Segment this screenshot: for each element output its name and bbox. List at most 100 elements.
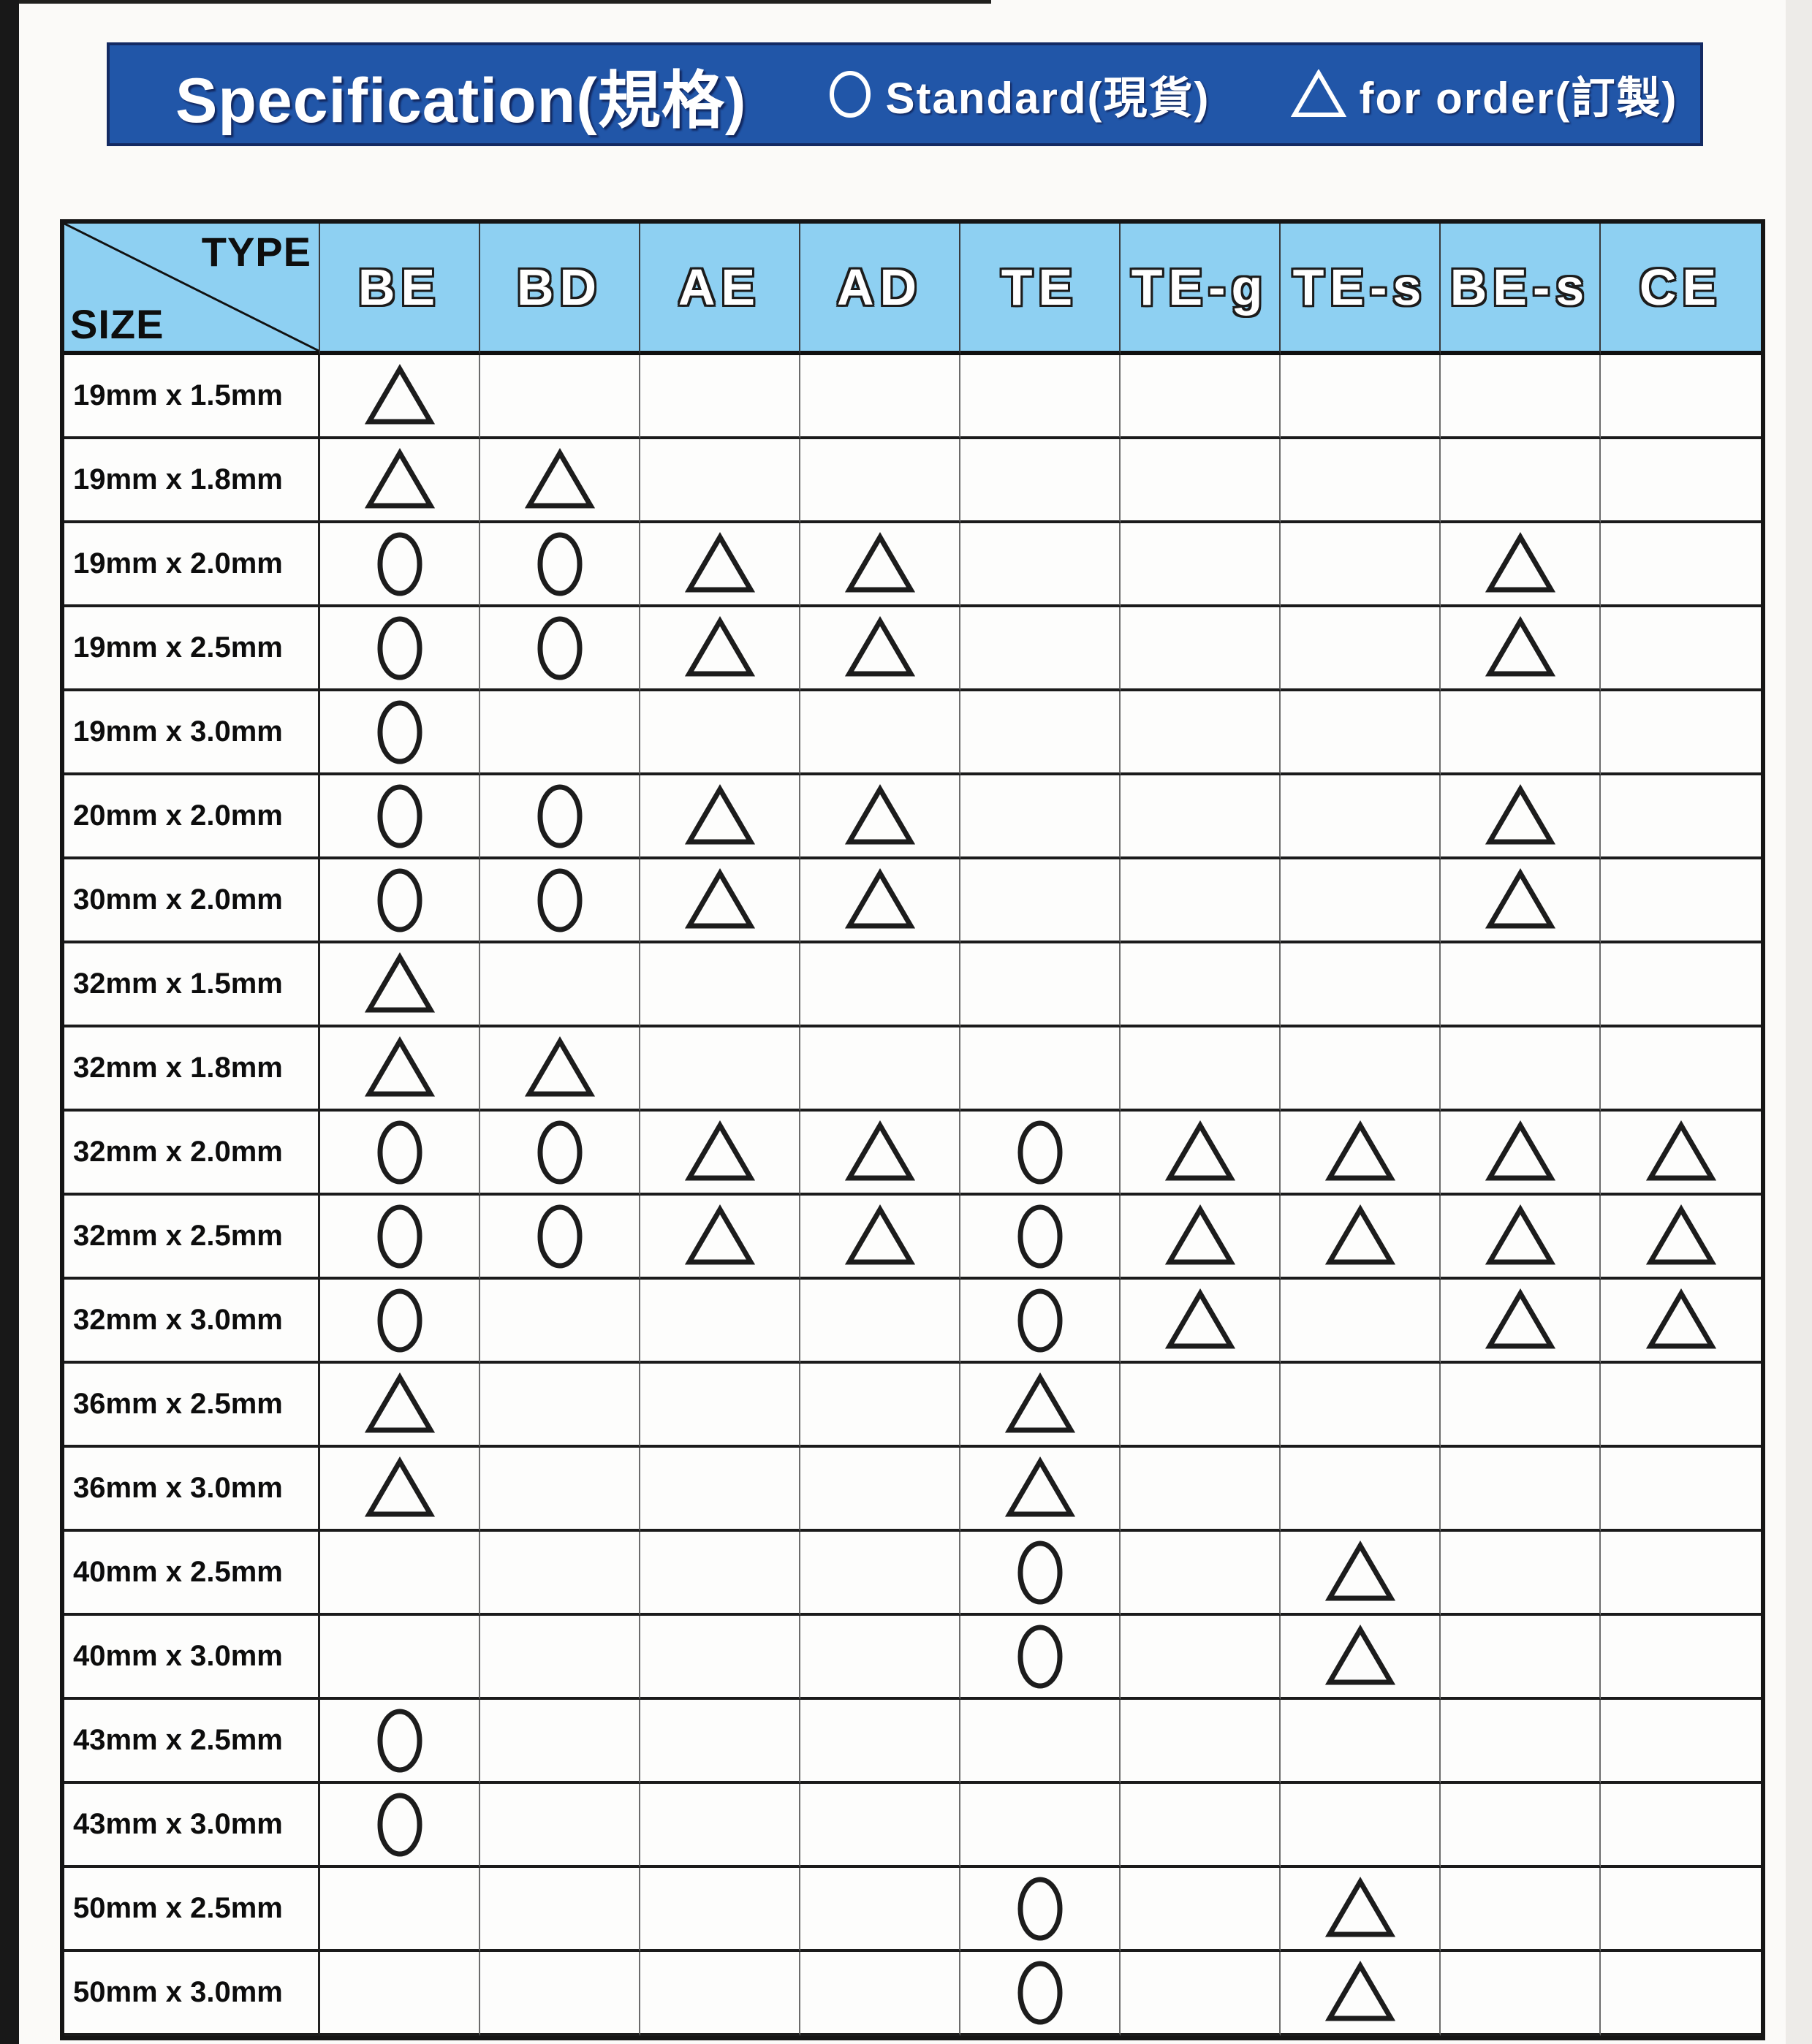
corner-diagonal	[64, 224, 319, 351]
spec-cell	[480, 1868, 640, 1952]
spec-cell	[1441, 775, 1601, 859]
corner-size-label: SIZE	[70, 301, 164, 347]
spec-cell	[800, 523, 960, 607]
standard-circle-icon	[1017, 1961, 1062, 2024]
size-row-label: 20mm x 2.0mm	[64, 775, 320, 859]
standard-circle-icon	[377, 532, 422, 596]
standard-circle-icon	[377, 784, 422, 848]
spec-cell	[1281, 691, 1441, 775]
spec-cell	[640, 1868, 800, 1952]
size-row-label: 19mm x 1.5mm	[64, 355, 320, 439]
spec-cell	[1121, 355, 1281, 439]
size-row-label: 30mm x 2.0mm	[64, 859, 320, 943]
standard-circle-icon	[829, 71, 871, 118]
spec-cell	[1441, 691, 1601, 775]
spec-cell	[800, 607, 960, 691]
spec-cell	[1281, 1112, 1441, 1196]
spec-cell	[320, 355, 480, 439]
spec-cell	[480, 1364, 640, 1448]
spec-cell	[960, 1027, 1121, 1112]
order-triangle-icon	[524, 1036, 595, 1096]
spec-cell	[1281, 1784, 1441, 1868]
spec-cell	[1601, 1868, 1761, 1952]
standard-circle-icon	[377, 1793, 422, 1856]
spec-cell	[1281, 607, 1441, 691]
spec-cell	[1601, 523, 1761, 607]
order-triangle-icon	[844, 1204, 915, 1264]
spec-cell	[1121, 943, 1281, 1027]
size-row-label: 40mm x 3.0mm	[64, 1616, 320, 1700]
spec-cell	[480, 355, 640, 439]
spec-cell	[640, 691, 800, 775]
spec-cell	[800, 1364, 960, 1448]
spec-cell	[480, 1027, 640, 1112]
corner-cell: TYPE SIZE	[64, 224, 320, 355]
scan-right-edge	[1786, 0, 1812, 2044]
column-header-te-s: TE-s	[1281, 224, 1441, 355]
order-triangle-icon	[1485, 1288, 1555, 1348]
spec-cell	[1121, 859, 1281, 943]
order-triangle-icon	[1324, 1624, 1395, 1684]
spec-cell	[1441, 523, 1601, 607]
spec-cell	[1281, 1027, 1441, 1112]
standard-circle-icon	[537, 616, 582, 680]
order-triangle-icon	[684, 783, 755, 844]
spec-cell	[1281, 859, 1441, 943]
column-header-te: TE	[960, 224, 1121, 355]
standard-circle-icon	[377, 1120, 422, 1184]
column-header-be: BE	[320, 224, 480, 355]
standard-circle-icon	[377, 868, 422, 932]
spec-cell	[960, 1952, 1121, 2036]
spec-cell	[1441, 1280, 1601, 1364]
spec-cell	[800, 1952, 960, 2036]
order-triangle-icon	[844, 783, 915, 844]
spec-cell	[640, 523, 800, 607]
size-row-label: 19mm x 3.0mm	[64, 691, 320, 775]
spec-cell	[640, 943, 800, 1027]
standard-circle-icon	[1017, 1204, 1062, 1268]
spec-cell	[1441, 1868, 1601, 1952]
standard-circle-icon	[1017, 1540, 1062, 1604]
spec-cell	[640, 607, 800, 691]
order-triangle-icon	[1645, 1288, 1716, 1348]
spec-cell	[640, 1784, 800, 1868]
spec-cell	[1601, 691, 1761, 775]
order-triangle-icon	[364, 1036, 435, 1096]
spec-cell	[640, 1112, 800, 1196]
spec-cell	[1121, 1280, 1281, 1364]
standard-circle-icon	[377, 616, 422, 680]
spec-cell	[800, 1112, 960, 1196]
spec-cell	[1121, 1448, 1281, 1532]
spec-cell	[1441, 1784, 1601, 1868]
standard-circle-icon	[1017, 1288, 1062, 1352]
legend-item-order: for order(訂製)	[1290, 63, 1678, 126]
spec-cell	[960, 775, 1121, 859]
spec-cell	[640, 859, 800, 943]
standard-circle-icon	[1017, 1877, 1062, 1940]
spec-cell	[1281, 1952, 1441, 2036]
spec-cell	[1121, 607, 1281, 691]
spec-cell	[1121, 1196, 1281, 1280]
order-triangle-icon	[844, 1120, 915, 1180]
spec-cell	[480, 607, 640, 691]
column-header-bd: BD	[480, 224, 640, 355]
spec-cell	[1281, 355, 1441, 439]
size-row-label: 19mm x 1.8mm	[64, 439, 320, 523]
order-triangle-icon	[684, 615, 755, 676]
legend-standard-label: Standard(現貨)	[885, 73, 1210, 123]
spec-cell	[800, 1532, 960, 1616]
spec-cell	[1601, 1700, 1761, 1784]
spec-cell	[320, 1027, 480, 1112]
spec-cell	[480, 1616, 640, 1700]
size-row-label: 50mm x 3.0mm	[64, 1952, 320, 2036]
spec-cell	[1601, 859, 1761, 943]
spec-cell	[640, 1616, 800, 1700]
size-row-label: 43mm x 2.5mm	[64, 1700, 320, 1784]
spec-cell	[1281, 1364, 1441, 1448]
spec-cell	[1441, 439, 1601, 523]
spec-cell	[960, 439, 1121, 523]
spec-cell	[320, 1700, 480, 1784]
spec-cell	[1601, 439, 1761, 523]
spec-cell	[1121, 1532, 1281, 1616]
spec-cell	[1121, 1112, 1281, 1196]
